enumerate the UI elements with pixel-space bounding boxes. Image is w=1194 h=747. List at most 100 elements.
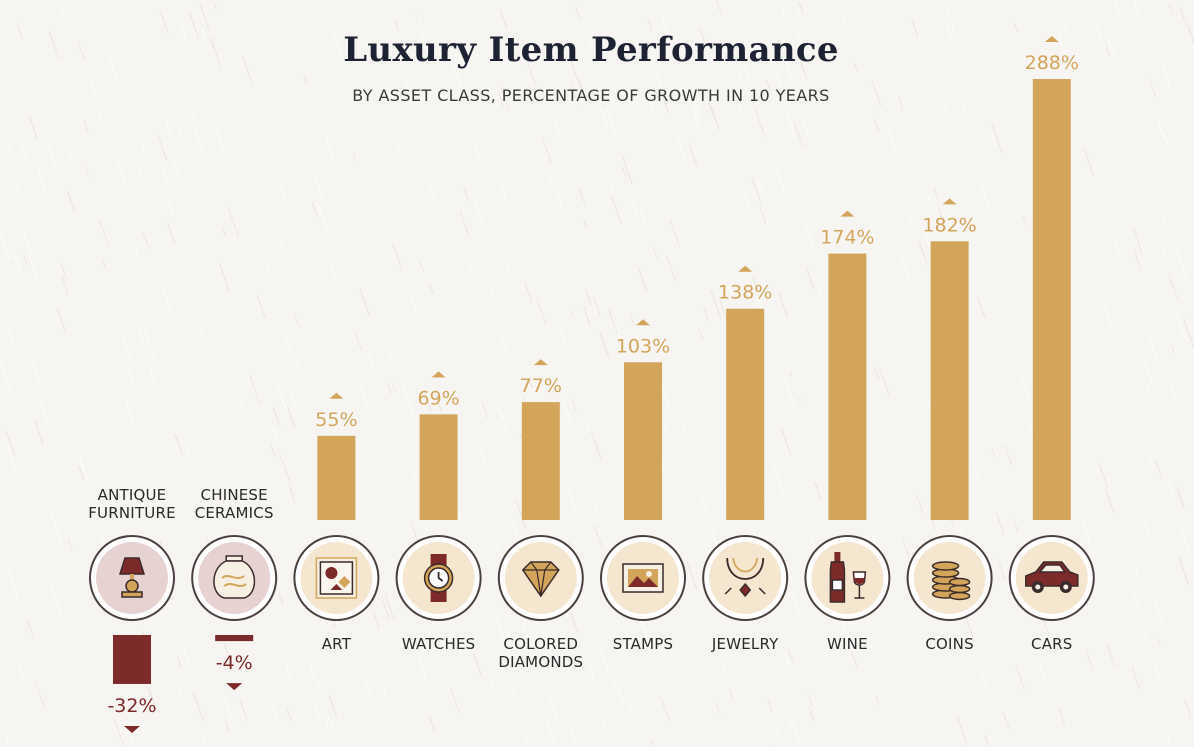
paper-fiber (1191, 164, 1194, 172)
bar-wine (828, 253, 867, 520)
paper-fiber (142, 231, 150, 250)
paper-fiber (675, 136, 687, 164)
paper-fiber (48, 31, 60, 60)
paper-fiber (688, 142, 698, 167)
paper-fiber (285, 338, 291, 349)
paper-fiber (589, 38, 596, 54)
bar-coins (930, 241, 969, 520)
paper-fiber (148, 688, 158, 713)
paper-fiber (786, 114, 796, 139)
paper-fiber (7, 447, 17, 469)
paper-fiber (500, 410, 510, 435)
paper-fiber (874, 119, 880, 131)
paper-fiber (302, 73, 308, 84)
paper-fiber (608, 308, 619, 335)
paper-fiber (754, 109, 766, 138)
paper-fiber (312, 701, 318, 714)
paper-fiber (1083, 147, 1095, 177)
bar-antique-furniture (113, 635, 151, 684)
value-label-watches: 69% (417, 387, 459, 409)
paper-fiber (1094, 21, 1102, 38)
paper-fiber (462, 186, 470, 202)
paper-fiber (295, 360, 300, 371)
paper-fiber (1132, 226, 1144, 255)
paper-fiber (669, 220, 680, 247)
paper-fiber (333, 34, 344, 60)
paper-fiber (1186, 22, 1194, 45)
paper-fiber (224, 719, 230, 734)
paper-fiber (778, 292, 788, 318)
paper-fiber (1129, 239, 1135, 255)
paper-fiber (225, 484, 232, 499)
paper-fiber (570, 731, 577, 747)
paper-fiber (317, 714, 322, 723)
paper-fiber (1114, 1, 1122, 20)
paper-fiber (789, 717, 800, 744)
paper-fiber (159, 9, 169, 35)
paper-fiber (536, 297, 547, 324)
paper-fiber (1131, 245, 1142, 270)
paper-fiber (1183, 698, 1192, 719)
paper-fiber (67, 191, 75, 211)
paper-fiber (612, 675, 624, 706)
paper-fiber (739, 106, 744, 116)
paper-fiber (429, 187, 436, 201)
paper-fiber (1145, 384, 1150, 394)
up-arrow-icon (329, 392, 344, 399)
value-label-jewelry: 138% (718, 282, 772, 304)
paper-fiber (176, 124, 183, 140)
paper-fiber (978, 181, 990, 211)
paper-fiber (710, 106, 720, 131)
paper-fiber (851, 651, 858, 668)
paper-fiber (791, 591, 801, 617)
paper-fiber (302, 354, 307, 365)
paper-fiber (496, 543, 504, 561)
paper-fiber (570, 309, 575, 319)
paper-fiber (248, 374, 261, 404)
wine-icon (804, 535, 891, 621)
paper-fiber (1168, 274, 1178, 299)
paper-fiber (238, 394, 245, 410)
up-arrow-icon (533, 359, 548, 366)
paper-fiber (1160, 245, 1165, 255)
paper-fiber (218, 262, 230, 292)
paper-fiber (390, 381, 396, 392)
paper-fiber (1176, 486, 1185, 509)
paper-fiber (521, 729, 529, 747)
paper-fiber (686, 561, 698, 590)
paper-fiber (682, 423, 687, 432)
paper-fiber (391, 242, 403, 272)
paper-fiber (67, 149, 73, 162)
paper-fiber (775, 166, 787, 197)
paper-fiber (586, 660, 595, 680)
paper-fiber (571, 399, 577, 411)
paper-fiber (728, 286, 733, 298)
up-arrow-icon (1044, 36, 1059, 42)
paper-fiber (630, 704, 635, 715)
paper-fiber (989, 735, 995, 747)
paper-fiber (1133, 1, 1140, 17)
paper-fiber (515, 500, 528, 531)
paper-fiber (368, 352, 375, 366)
paper-fiber (453, 67, 462, 88)
paper-fiber (429, 283, 434, 294)
paper-fiber (996, 557, 1006, 582)
paper-fiber (384, 593, 395, 620)
paper-fiber (293, 312, 300, 328)
paper-fiber (423, 390, 432, 411)
paper-fiber (381, 683, 387, 697)
paper-fiber (577, 77, 586, 97)
stamp-icon (600, 535, 686, 621)
paper-fiber (286, 708, 293, 723)
paper-fiber (31, 359, 42, 387)
paper-fiber (742, 189, 750, 209)
value-label-cars: 288% (1025, 52, 1079, 74)
paper-fiber (798, 2, 804, 15)
paper-fiber (5, 376, 12, 392)
paper-fiber (78, 465, 85, 480)
paper-fiber (965, 616, 976, 643)
paper-fiber (271, 705, 278, 722)
paper-fiber (15, 183, 21, 195)
paper-fiber (650, 739, 654, 747)
paper-fiber (1168, 3, 1173, 15)
